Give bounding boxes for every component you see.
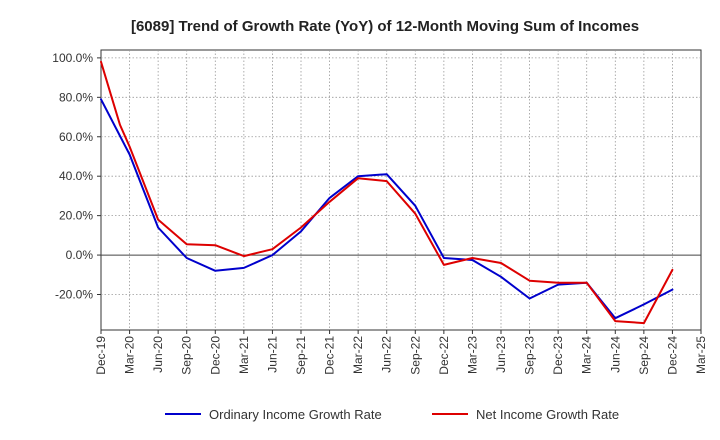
x-tick-label: Dec-24: [665, 336, 679, 375]
x-tick-label: Mar-23: [465, 336, 479, 374]
series: [100, 60, 674, 325]
x-axis: Dec-19 Mar-20 Jun-20 Sep-20 Dec-20 Mar-21 Jun-…: [94, 330, 708, 375]
y-tick-label: 100.0%: [52, 51, 93, 65]
y-tick-label: 0.0%: [66, 248, 94, 262]
legend-label: Net Income Growth Rate: [476, 407, 619, 422]
chart-title: [6089] Trend of Growth Rate (YoY) of 12-…: [131, 18, 639, 35]
x-tick-label: Sep-21: [294, 336, 308, 375]
net-income-series-line: [100, 60, 674, 325]
y-tick-label: 20.0%: [59, 209, 93, 223]
x-tick-label: Dec-19: [94, 336, 108, 375]
x-tick-label: Jun-21: [265, 336, 279, 373]
x-tick-label: Mar-22: [351, 336, 365, 374]
x-tick-label: Dec-20: [208, 336, 222, 375]
x-tick-label: Sep-20: [180, 336, 194, 375]
x-tick-label: Mar-24: [580, 336, 594, 374]
y-tick-label: 60.0%: [59, 130, 93, 144]
x-tick-label: Dec-21: [323, 336, 337, 375]
y-tick-label: 40.0%: [59, 169, 93, 183]
y-axis: 100.0% 80.0% 60.0% 40.0% 20.0% 0.0% -20.0%: [52, 51, 101, 302]
y-tick-label: 80.0%: [59, 90, 93, 104]
x-tick-label: Dec-22: [437, 336, 451, 375]
x-tick-label: Sep-22: [408, 336, 422, 375]
x-tick-label: Mar-25: [694, 336, 708, 374]
x-tick-label: Sep-24: [637, 336, 651, 375]
x-tick-label: Jun-22: [380, 336, 394, 373]
legend: Ordinary Income Growth Rate Net Income Gr…: [165, 407, 619, 422]
x-tick-label: Jun-23: [494, 336, 508, 373]
x-tick-label: Mar-20: [123, 336, 137, 374]
x-tick-label: Sep-23: [523, 336, 537, 375]
grid: [101, 50, 701, 330]
x-tick-label: Mar-21: [237, 336, 251, 374]
x-tick-label: Jun-20: [151, 336, 165, 373]
y-tick-label: -20.0%: [55, 288, 93, 302]
legend-label: Ordinary Income Growth Rate: [209, 407, 382, 422]
x-tick-label: Dec-23: [551, 336, 565, 375]
x-tick-label: Jun-24: [608, 336, 622, 373]
